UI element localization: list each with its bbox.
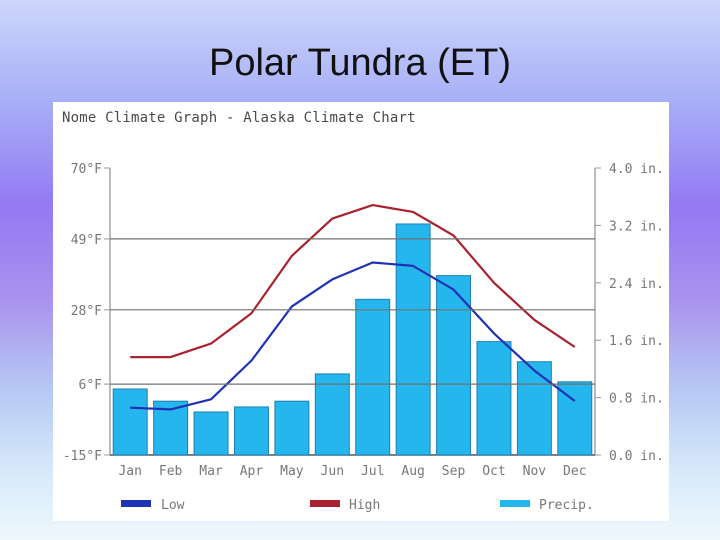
right-tick-label: 0.0 in.: [609, 449, 664, 464]
high-temp-line: [130, 203, 576, 359]
left-tick-label: -15°F: [63, 449, 102, 464]
precip-bar: [112, 388, 148, 456]
month-label: Apr: [240, 464, 264, 479]
month-label: Jun: [321, 464, 344, 479]
month-label: Feb: [159, 464, 183, 479]
left-tick-label: 70°F: [71, 162, 102, 177]
month-label: Oct: [482, 464, 505, 479]
month-label: Mar: [199, 464, 223, 479]
precip-bar: [314, 373, 350, 456]
left-tick-label: 28°F: [71, 304, 102, 319]
legend-swatch-high: [310, 500, 340, 507]
precip-bar: [355, 298, 391, 456]
month-label: Sep: [442, 464, 466, 479]
precip-bar: [395, 223, 431, 456]
slide-title: Polar Tundra (ET): [209, 42, 511, 84]
chart-panel: Nome Climate Graph - Alaska Climate Char…: [53, 102, 669, 521]
left-tick-label: 6°F: [79, 378, 103, 393]
legend-swatch-low: [121, 500, 151, 507]
month-label: Nov: [523, 464, 547, 479]
left-tick-label: 49°F: [71, 233, 102, 248]
precip-bar: [233, 406, 269, 456]
low-temp-line: [130, 261, 576, 411]
precip-bar: [557, 381, 593, 456]
right-tick-label: 3.2 in.: [609, 219, 664, 234]
legend-label: Precip.: [539, 498, 594, 513]
legend-label: High: [349, 498, 380, 513]
right-tick-label: 2.4 in.: [609, 277, 664, 292]
precip-bar: [516, 361, 552, 456]
legend-swatch-precip: [500, 500, 530, 507]
right-tick-label: 4.0 in.: [609, 162, 664, 177]
precip-bar: [476, 341, 512, 456]
month-label: May: [280, 464, 304, 479]
month-label: Jul: [361, 464, 384, 479]
precip-bar: [274, 400, 310, 456]
chart-title: Nome Climate Graph - Alaska Climate Char…: [62, 110, 416, 126]
precip-bar: [436, 275, 472, 456]
month-label: Jan: [118, 464, 141, 479]
legend-label: Low: [161, 498, 185, 513]
precip-bar: [193, 411, 229, 456]
month-label: Dec: [563, 464, 586, 479]
month-label: Aug: [401, 464, 424, 479]
climate-chart: -15°F 6°F 28°F 49°F 70°F 0.0 in. 0.8 in. 1.6 i…: [63, 162, 664, 513]
right-tick-label: 0.8 in.: [609, 392, 664, 407]
right-tick-label: 1.6 in.: [609, 334, 664, 349]
